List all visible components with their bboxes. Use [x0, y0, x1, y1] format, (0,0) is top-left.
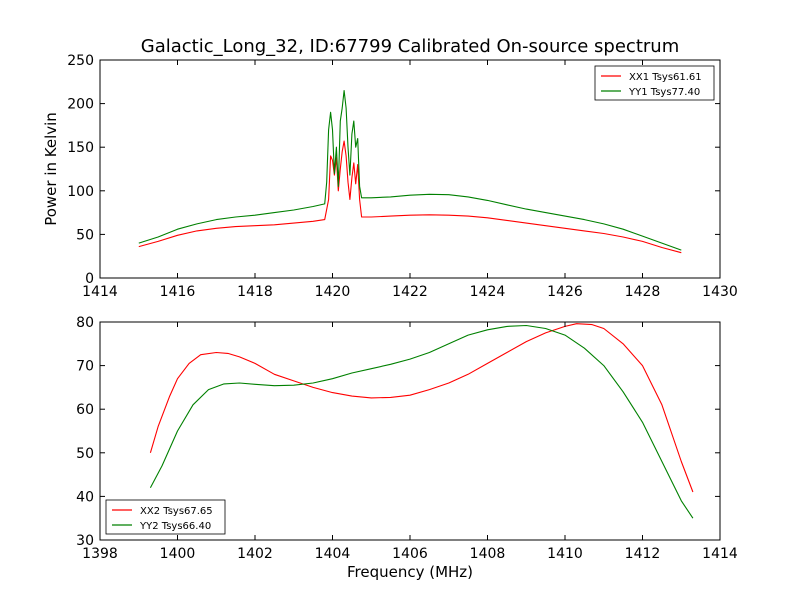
upper-x-tick-label: 1422	[392, 284, 428, 300]
lower-x-tick-label: 1398	[82, 546, 118, 562]
chart-title: Galactic_Long_32, ID:67799 Calibrated On…	[141, 36, 679, 57]
lower-legend-label-1: XX2 Tsys67.65	[140, 506, 213, 517]
upper-x-tick-label: 1430	[702, 284, 738, 300]
lower-series-line-1	[149, 323, 694, 493]
upper-x-tick-label: 1414	[82, 284, 118, 300]
upper-y-tick-label: 250	[67, 53, 94, 69]
lower-y-tick-label: 60	[76, 402, 94, 418]
lower-x-tick-label: 1404	[315, 546, 351, 562]
lower-x-tick-label: 1412	[625, 546, 661, 562]
upper-legend-box	[594, 65, 715, 101]
upper-series-line-2	[138, 89, 682, 251]
upper-y-tick-label: 100	[67, 184, 94, 200]
upper-x-tick-label: 1426	[547, 284, 583, 300]
lower-legend-box	[105, 499, 226, 535]
lower-plot-panel: 1398 1400 1402 1404 1406 1408 1410 1412 1414 30 40…	[76, 315, 738, 562]
upper-x-tick-label: 1428	[625, 284, 661, 300]
lower-x-axis-label: Frequency (MHz)	[347, 563, 473, 581]
lower-y-tick-label: 30	[76, 533, 94, 549]
upper-legend-label-2: YY1 Tsys77.40	[628, 87, 700, 98]
upper-series-line-1	[138, 140, 682, 254]
lower-x-tick-label: 1410	[547, 546, 583, 562]
upper-x-tick-label: 1416	[160, 284, 196, 300]
upper-legend: XX1 Tsys61.61 YY1 Tsys77.40	[594, 65, 715, 101]
lower-x-tick-label: 1414	[702, 546, 738, 562]
upper-y-tick-label: 50	[76, 227, 94, 243]
upper-y-tick-label: 200	[67, 97, 94, 113]
lower-y-tick-label: 80	[76, 315, 94, 331]
upper-x-tick-label: 1418	[237, 284, 273, 300]
lower-y-tick-label: 50	[76, 446, 94, 462]
lower-y-tick-label: 70	[76, 359, 94, 375]
lower-x-tick-label: 1406	[392, 546, 428, 562]
lower-legend: XX2 Tsys67.65 YY2 Tsys66.40	[105, 499, 226, 535]
upper-x-tick-label: 1420	[315, 284, 351, 300]
lower-series-line-2	[149, 324, 694, 519]
upper-y-tick-label: 150	[67, 140, 94, 156]
upper-x-tick-label: 1424	[470, 284, 506, 300]
lower-y-tick-label: 40	[76, 489, 94, 505]
lower-x-tick-label: 1408	[470, 546, 506, 562]
upper-y-tick-label: 0	[85, 271, 94, 287]
lower-x-tick-label: 1400	[160, 546, 196, 562]
upper-y-axis-label: Power in Kelvin	[42, 112, 60, 226]
upper-plot-panel: 1414 1416 1418 1420 1422 1424 1426 1428 1430 0 50 1…	[67, 53, 738, 300]
lower-legend-label-2: YY2 Tsys66.40	[139, 521, 211, 532]
lower-x-tick-label: 1402	[237, 546, 273, 562]
upper-legend-label-1: XX1 Tsys61.61	[629, 72, 702, 83]
